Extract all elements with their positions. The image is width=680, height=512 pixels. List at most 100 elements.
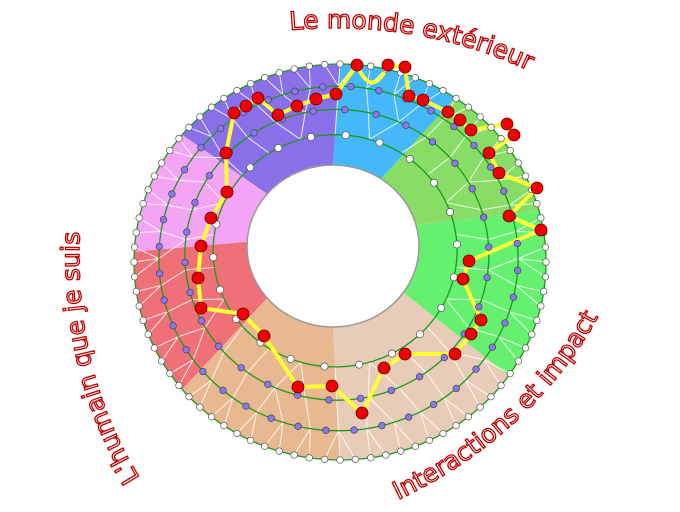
spoke (192, 298, 225, 301)
spokes (133, 63, 547, 461)
spoke (367, 112, 370, 140)
key-node (464, 123, 478, 137)
key-node (325, 379, 339, 393)
spoke (136, 284, 162, 292)
spoke (300, 362, 306, 398)
key-node (502, 209, 516, 223)
inner-node (427, 107, 435, 115)
spoke (142, 311, 168, 321)
edge-node (506, 369, 514, 378)
key-node (191, 271, 205, 285)
inner-node (509, 293, 518, 301)
inner-node (484, 243, 493, 251)
key-node (462, 254, 476, 268)
spoke (138, 217, 162, 232)
edge-node (452, 421, 460, 430)
spoke (369, 361, 400, 388)
spoke (178, 138, 194, 158)
edge-node (533, 316, 541, 325)
inner-node (322, 426, 330, 434)
edge-node (246, 79, 255, 88)
edge-node (425, 79, 434, 88)
spoke (199, 380, 212, 408)
spoke (247, 348, 270, 373)
spoke (393, 72, 402, 95)
spoke (517, 246, 546, 259)
spoke (366, 428, 387, 456)
edge-node (521, 172, 530, 180)
spoke (336, 400, 339, 431)
spoke (393, 422, 402, 452)
edge-node (274, 144, 283, 152)
edge-node (246, 163, 255, 172)
spoke (211, 397, 234, 418)
spoke (517, 258, 546, 278)
edge-node (437, 304, 446, 313)
edge-node (130, 273, 139, 281)
key-node (271, 108, 285, 122)
spoke (178, 359, 194, 386)
spoke (232, 372, 248, 399)
edge-node (382, 451, 390, 459)
edge-node (487, 393, 495, 401)
edge-node (351, 455, 360, 464)
spoke (487, 231, 516, 241)
inner-node (347, 82, 355, 91)
inner-node (440, 353, 448, 362)
spoke (367, 362, 370, 397)
inner-node (341, 105, 349, 114)
inner-node (199, 367, 207, 376)
edge-node (355, 360, 364, 369)
inner-node (155, 242, 163, 251)
inner-node (186, 288, 194, 297)
inner-node (155, 269, 164, 278)
key-node (350, 58, 364, 72)
edge-node (130, 243, 139, 251)
inner-node (480, 213, 488, 221)
sectors (133, 63, 547, 461)
inner-node (219, 386, 227, 395)
spoke (293, 428, 311, 456)
spoke (508, 311, 533, 335)
spoke (134, 246, 160, 259)
edge-node (290, 451, 298, 459)
key-node (464, 327, 478, 341)
spoke (250, 411, 258, 441)
key-node (309, 92, 323, 106)
spoke (509, 311, 537, 321)
key-node (507, 128, 521, 142)
key-node (530, 181, 544, 195)
inner-node (452, 384, 460, 393)
key-node (500, 117, 514, 131)
key-node (453, 113, 467, 127)
inner-node (294, 422, 302, 430)
spoke (517, 257, 547, 263)
inner-node (159, 216, 168, 224)
spoke (223, 326, 244, 353)
edge-node (157, 159, 166, 167)
spoke (188, 126, 212, 138)
edge-node (497, 134, 505, 143)
spoke (178, 327, 206, 338)
inner-node (160, 296, 168, 304)
edge-node (139, 199, 147, 208)
key-node (377, 361, 391, 375)
inner-node (378, 421, 386, 430)
spoke (445, 202, 482, 211)
inner-node (168, 190, 176, 198)
inner-node (500, 187, 508, 195)
edge-node (537, 214, 545, 222)
inner-node (483, 273, 491, 282)
edge-node (275, 447, 283, 455)
edge-node (541, 273, 550, 281)
edge-node (132, 287, 140, 296)
edge-node (290, 65, 298, 73)
spoke (468, 179, 499, 183)
spoke (138, 285, 162, 307)
edge-node (449, 273, 458, 282)
spoke (154, 175, 179, 181)
key-node (219, 146, 233, 160)
inner-node (468, 185, 476, 193)
edge-node (387, 349, 396, 358)
edge-node (476, 113, 484, 121)
